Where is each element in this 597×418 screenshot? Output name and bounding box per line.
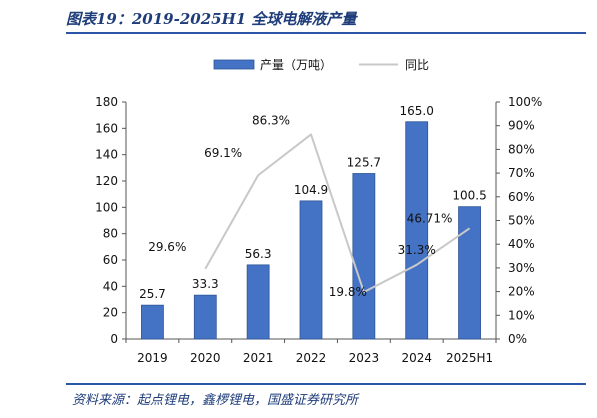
bar-value-label: 125.7 — [347, 155, 381, 169]
y-left-tick-label: 20 — [103, 306, 118, 320]
legend-bar-swatch — [213, 59, 255, 70]
y-left-tick-label: 60 — [103, 253, 118, 267]
bar — [246, 264, 270, 340]
x-tick-label: 2021 — [243, 351, 274, 365]
y-right-tick-label: 80% — [508, 142, 535, 156]
y-right-tick-label: 100% — [508, 95, 542, 109]
y-right-tick-label: 50% — [508, 214, 535, 228]
bar — [458, 206, 481, 340]
line-value-label: 19.8% — [329, 285, 367, 299]
line-series — [204, 133, 471, 294]
x-tick-label: 2024 — [401, 351, 432, 365]
source-rule — [66, 383, 586, 385]
y-left-tick-label: 100 — [95, 200, 118, 214]
x-tick-label: 2022 — [296, 351, 327, 365]
y-left-tick-label: 0 — [110, 332, 118, 346]
line-value-label: 69.1% — [204, 146, 242, 160]
source-note: 资料来源：起点锂电，鑫椤锂电，国盛证券研究所 — [72, 393, 359, 408]
chart-legend: 产量（万吨） 同比 — [213, 58, 429, 72]
line-value-label: 31.3% — [398, 243, 436, 257]
yoy-line — [204, 133, 471, 294]
y-right-tick-label: 30% — [508, 261, 535, 275]
y-left-tick-label: 120 — [95, 174, 118, 188]
bar-value-label: 56.3 — [245, 247, 272, 261]
bar-value-label: 100.5 — [452, 189, 486, 203]
legend-line-label: 同比 — [405, 58, 429, 72]
bar-value-label: 165.0 — [400, 104, 434, 118]
x-tick-label: 2025H1 — [446, 351, 493, 365]
figure-title: 图表19：2019-2025H1 全球电解液产量 — [66, 10, 357, 28]
y-left-tick-label: 80 — [103, 227, 118, 241]
y-right-tick-label: 20% — [508, 285, 535, 299]
line-value-label: 86.3% — [252, 113, 290, 127]
bar — [299, 200, 323, 340]
line-value-label: 46.71% — [407, 211, 453, 225]
bar-value-label: 33.3 — [192, 277, 219, 291]
bar — [352, 173, 376, 340]
y-right-tick-label: 10% — [508, 308, 535, 322]
y-left-tick-label: 160 — [95, 121, 118, 135]
bar-value-label: 104.9 — [294, 183, 328, 197]
line-value-label: 29.6% — [148, 240, 186, 254]
bar — [141, 304, 164, 340]
bar — [193, 294, 217, 340]
x-tick-label: 2019 — [137, 351, 168, 365]
x-tick-label: 2023 — [349, 351, 380, 365]
y-right-tick-label: 40% — [508, 237, 535, 251]
bar — [405, 121, 429, 340]
y-right-tick-label: 0% — [508, 332, 527, 346]
y-left-tick-label: 40 — [103, 279, 118, 293]
data-labels: 25.7 33.3 56.3 104.9 125.7 165.0 100.5 29.6% 69.… — [139, 104, 487, 301]
bar-value-label: 25.7 — [139, 287, 166, 301]
y-right-tick-label: 70% — [508, 166, 535, 180]
y-right-tick-label: 60% — [508, 190, 535, 204]
y-left-tick-label: 140 — [95, 148, 118, 162]
title-rule — [66, 32, 586, 34]
bar-series — [141, 121, 481, 340]
x-tick-label: 2020 — [190, 351, 221, 365]
y-right-tick-label: 90% — [508, 119, 535, 133]
legend-bar-label: 产量（万吨） — [260, 58, 332, 72]
y-left-tick-label: 180 — [95, 95, 118, 109]
